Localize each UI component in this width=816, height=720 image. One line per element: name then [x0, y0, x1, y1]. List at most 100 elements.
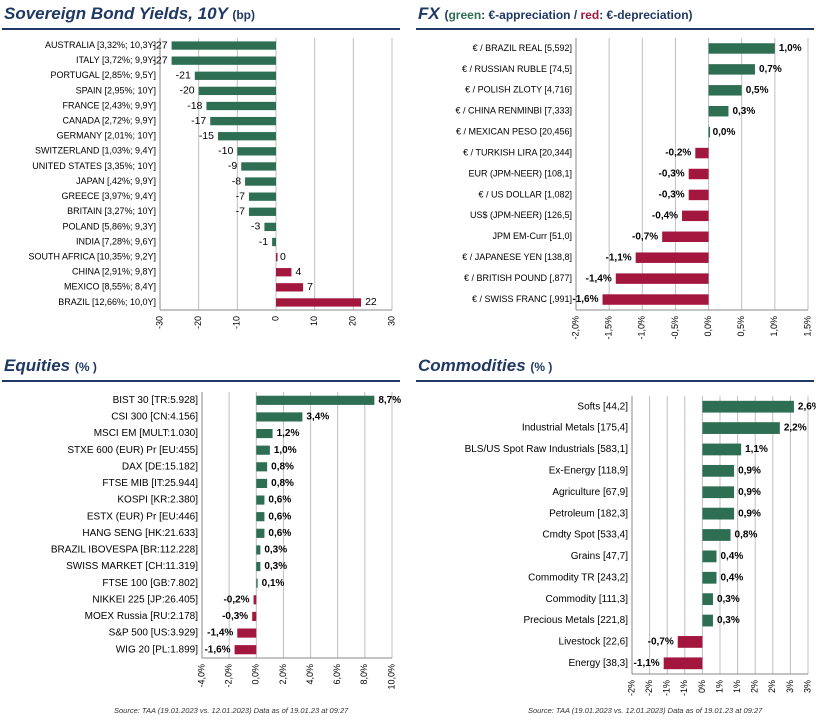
- bonds-category-label: UNITED STATES [3,35%; 10Y]: [32, 161, 156, 171]
- equities-category-label: MOEX Russia [RU:2.178]: [85, 611, 199, 622]
- fx-tick-label: -0,5%: [670, 316, 680, 340]
- fx-value-label: -0,2%: [665, 148, 691, 159]
- commodities-title-rule: [416, 380, 814, 382]
- equities-bar: [256, 462, 268, 472]
- equities-bar: [256, 395, 375, 405]
- equities-title-unit: (% ): [74, 360, 97, 374]
- commodities-category-label: BLS/US Spot Raw Industrials [583,1]: [465, 444, 629, 455]
- commodities-bar: [702, 614, 713, 627]
- commodities-value-label: 2,2%: [784, 423, 807, 434]
- equities-value-label: 0,1%: [262, 578, 285, 589]
- fx-bar: [615, 273, 709, 284]
- bonds-category-label: ITALY [3,72%; 9,9Y]: [76, 55, 156, 65]
- fx-tick-label: -1,5%: [604, 316, 614, 340]
- equities-tick-label: 8,0%: [359, 664, 369, 685]
- bonds-value-label: -20: [179, 85, 194, 97]
- fx-subtitle-mid: : €-appreciation /: [481, 8, 581, 22]
- fx-bar: [708, 43, 775, 54]
- equities-category-label: STXE 600 (EUR) Pr [EU:455]: [67, 445, 198, 456]
- commodities-value-label: 0,4%: [720, 551, 743, 562]
- fx-subtitle-open: (: [444, 8, 449, 22]
- bonds-bar: [241, 162, 276, 171]
- equities-value-label: -0,2%: [223, 594, 249, 605]
- equities-value-label: 0,8%: [271, 461, 294, 472]
- bonds-value-label: -27: [152, 54, 167, 66]
- fx-category-label: € / JAPANESE YEN [138,8]: [462, 252, 572, 262]
- bonds-value-label: -15: [199, 130, 214, 142]
- bonds-tick-label: -10: [232, 316, 242, 329]
- bonds-value-label: -3: [251, 221, 260, 233]
- equities-source: Source: TAA (19.01.2023 vs. 12.01.2023) …: [114, 706, 349, 715]
- bonds-value-label: -17: [191, 115, 206, 127]
- commodities-bar: [663, 657, 703, 670]
- equities-category-label: KOSPI [KR:2.380]: [117, 495, 198, 506]
- fx-tick-label: 1,0%: [769, 316, 779, 337]
- bonds-category-label: GREECE [3,97%; 9,4Y]: [61, 191, 156, 201]
- equities-category-label: S&P 500 [US:3.929]: [109, 628, 199, 639]
- fx-value-label: -0,4%: [652, 210, 678, 221]
- bonds-title-rule: [2, 28, 400, 30]
- bonds-category-label: SPAIN [2,95%; 10Y]: [76, 85, 156, 95]
- fx-value-label: -1,6%: [572, 294, 598, 305]
- bonds-value-label: -18: [187, 100, 202, 112]
- bonds-bar: [264, 222, 276, 232]
- bonds-value-label: -10: [218, 145, 233, 157]
- fx-bar: [662, 231, 709, 242]
- commodities-category-label: Grains [47,7]: [571, 551, 628, 562]
- commodities-value-label: 1,1%: [745, 444, 768, 455]
- equities-category-label: MSCI EM [MULT:1.030]: [94, 428, 199, 439]
- fx-category-label: JPM EM-Curr [51,0]: [492, 231, 572, 241]
- equities-bar: [252, 611, 257, 622]
- bonds-value-label: 22: [365, 296, 377, 308]
- equities-category-label: BIST 30 [TR:5.928]: [113, 395, 199, 406]
- commodities-category-label: Ex-Energy [118,9]: [549, 465, 629, 476]
- equities-category-label: FTSE 100 [GB:7.802]: [102, 578, 198, 589]
- bonds-bar: [210, 116, 276, 126]
- equities-title: Equities (% ): [4, 356, 97, 376]
- equities-category-label: WIG 20 [PL:1.899]: [116, 644, 198, 655]
- commodities-tick-label: 0%: [697, 680, 707, 693]
- fx-tick-label: -2,0%: [570, 316, 580, 340]
- commodities-bar: [702, 550, 717, 563]
- fx-tick-label: 0,5%: [736, 316, 746, 337]
- fx-category-label: € / POLISH ZLOTY [4,716]: [465, 85, 572, 95]
- commodities-value-label: 0,3%: [717, 594, 740, 605]
- fx-subtitle: (green: €-appreciation / red: €-deprecia…: [444, 8, 692, 22]
- fx-category-label: € / BRAZIL REAL [5,592]: [473, 43, 572, 53]
- fx-bar: [688, 189, 709, 201]
- fx-subtitle-green: green: [448, 8, 482, 22]
- equities-category-label: BRAZIL IBOVESPA [BR:112.228]: [51, 545, 198, 556]
- fx-bar: [635, 252, 709, 263]
- commodities-tick-label: 3%: [785, 680, 795, 693]
- bonds-value-label: -7: [236, 190, 245, 202]
- bonds-tick-label: 30: [386, 316, 396, 326]
- commodities-bar: [702, 400, 794, 413]
- equities-bar: [256, 512, 265, 522]
- fx-bar: [695, 147, 709, 159]
- commodities-value-label: -0,7%: [648, 637, 674, 648]
- equities-tick-label: -2,0%: [224, 664, 234, 688]
- equities-value-label: 1,0%: [274, 445, 297, 456]
- fx-tick-label: 1,5%: [802, 316, 812, 337]
- equities-title-text: Equities: [4, 356, 71, 375]
- commodities-category-label: Softs [44,2]: [577, 401, 628, 412]
- equities-bar: [256, 428, 273, 439]
- bonds-tick-label: 0: [270, 316, 280, 321]
- equities-bar: [253, 595, 257, 605]
- commodities-bar: [702, 529, 731, 541]
- equities-value-label: 0,3%: [264, 545, 287, 556]
- equities-category-label: ESTX (EUR) Pr [EU:446]: [87, 511, 198, 522]
- commodities-tick-label: -1%: [662, 680, 672, 696]
- equities-tick-label: 2,0%: [278, 664, 288, 685]
- bonds-bar: [194, 71, 276, 80]
- commodities-tick-label: 2%: [767, 680, 777, 693]
- fx-value-label: -0,7%: [632, 231, 658, 242]
- bonds-value-label: 0: [280, 251, 286, 263]
- commodities-source: Source: TAA (19.01.2023 vs. 12.01.2023) …: [528, 706, 763, 715]
- fx-category-label: € / MEXICAN PESO [20,456]: [456, 127, 572, 137]
- commodities-bar: [702, 507, 735, 520]
- bonds-bar: [245, 177, 276, 186]
- commodities-category-label: Cmdty Spot [533,4]: [542, 530, 628, 541]
- fx-bar: [708, 126, 711, 138]
